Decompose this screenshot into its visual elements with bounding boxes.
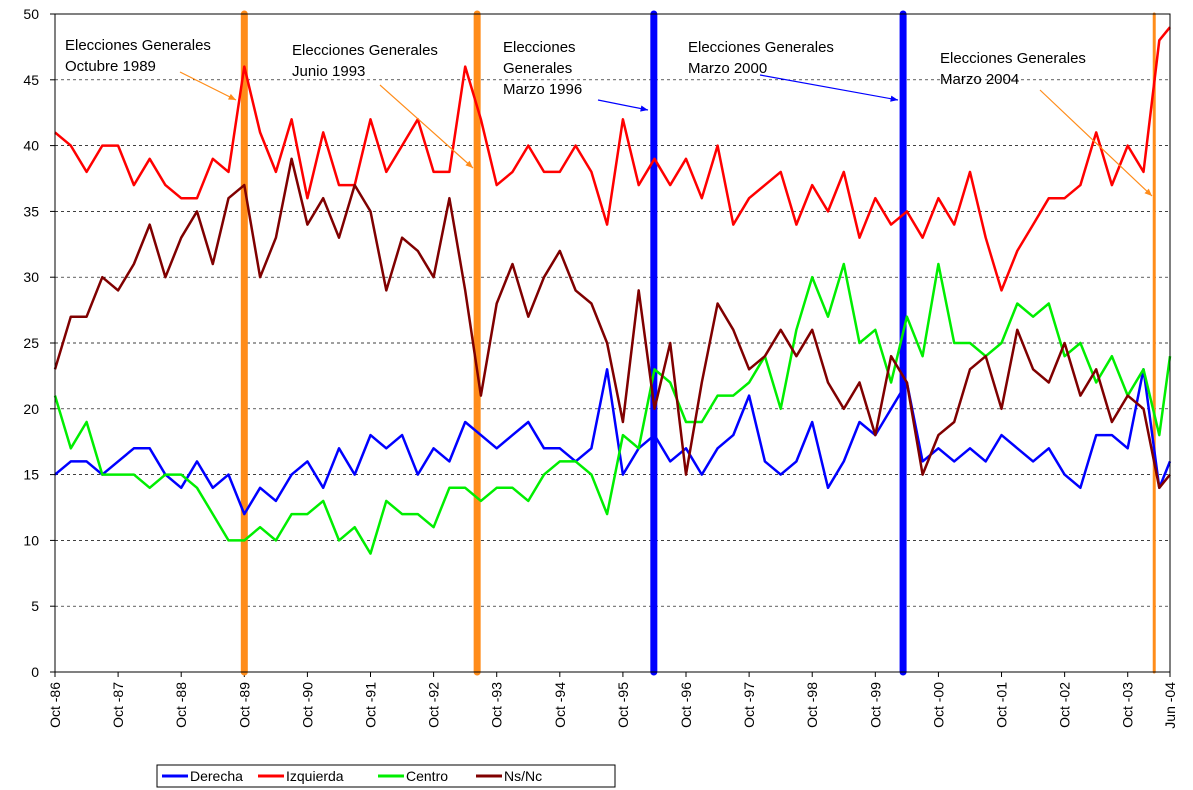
arrow-head [890,95,898,102]
annotation: Marzo 2004 [940,71,1019,88]
y-tick-label: 25 [23,335,39,351]
x-tick-label: Oct -88 [173,682,189,728]
x-tick-label: Oct -93 [489,682,505,728]
annotation: Elecciones Generales [688,39,834,56]
annotation-arrow [1039,89,1153,197]
y-tick-label: 50 [23,6,39,22]
legend-label: Derecha [190,768,243,784]
x-tick-label: Oct -01 [994,682,1010,728]
x-tick-label: Oct -02 [1057,682,1073,728]
y-tick-label: 20 [23,401,39,417]
y-tick-label: 0 [31,664,39,680]
x-tick-label: Oct -00 [930,682,946,728]
annotation-arrow [179,71,237,101]
annotation: Elecciones Generales [65,37,211,54]
arrow-head [640,105,648,112]
x-tick-label: Oct -87 [110,682,126,728]
y-tick-label: 35 [23,203,39,219]
x-tick-label: Oct -03 [1120,682,1136,728]
legend-label: Izquierda [286,768,344,784]
series-line [53,157,1171,490]
arrow-head [228,93,236,100]
arrow-head [465,160,473,168]
series-line [53,262,1172,555]
y-tick-label: 15 [23,467,39,483]
arrow-head [1144,188,1152,196]
annotation-arrow [759,74,899,101]
legend: Derecha Izquierda Centro Ns/Nc [156,764,616,788]
annotation-arrow [597,99,649,111]
annotation: Octubre 1989 [65,58,156,75]
annotation: Elecciones Generales [940,50,1086,67]
x-tick-label: Oct -92 [426,682,442,728]
x-tick-label: Jun -04 [1162,682,1178,729]
x-tick-label: Oct -95 [615,682,631,728]
x-tick-label: Oct -91 [363,682,379,728]
x-tick-label: Oct -94 [552,682,568,728]
x-tick-label: Oct -96 [678,682,694,728]
annotation: Marzo 2000 [688,60,767,77]
y-tick-label: 5 [31,598,39,614]
y-tick-label: 40 [23,138,39,154]
x-tick-label: Oct -97 [741,682,757,728]
annotation: Marzo 1996 [503,81,582,98]
x-tick-label: Oct -99 [867,682,883,728]
legend-label: Centro [406,768,448,784]
legend-label: Ns/Nc [504,768,542,784]
y-tick-label: 45 [23,72,39,88]
x-tick-label: Oct -89 [236,682,252,728]
annotation: Junio 1993 [292,63,365,80]
annotation-arrow [379,84,474,169]
annotation: Elecciones [503,39,576,56]
plot-border [54,13,1171,673]
annotation: Elecciones Generales [292,42,438,59]
y-tick-label: 10 [23,532,39,548]
series-line [54,368,1172,516]
x-tick-label: Oct -86 [47,682,63,728]
annotation: Generales [503,60,572,77]
x-tick-label: Oct -90 [299,682,315,728]
series-line [54,26,1171,292]
x-tick-label: Oct -98 [804,682,820,728]
y-tick-label: 30 [23,269,39,285]
